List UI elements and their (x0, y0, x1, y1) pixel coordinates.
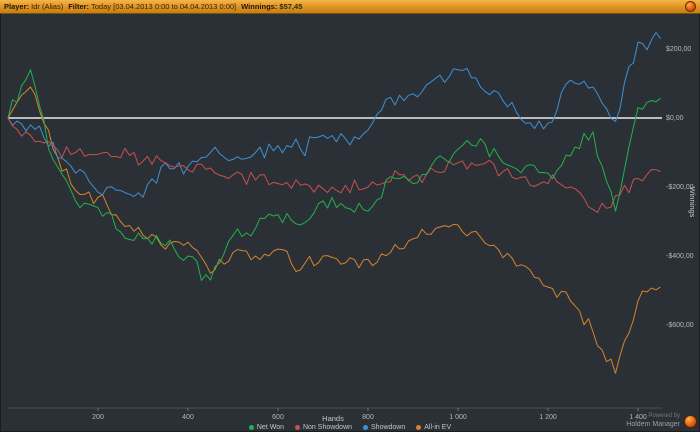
legend-item-all-in-ev[interactable]: All-in EV (416, 424, 451, 431)
player-label: Player: (4, 2, 30, 11)
winnings-info: Winnings: $57,45 (241, 2, 302, 11)
x-axis-title: Hands (322, 414, 344, 423)
series-line-showdown (7, 32, 661, 198)
filter-info: Filter: Today [03.04.2013 0:00 to 04.04.… (68, 2, 236, 11)
legend-label: Non Showdown (302, 423, 353, 431)
legend-label: All-in EV (424, 423, 452, 431)
winnings-chart[interactable]: Hands Winnings 200 400 600 800 1 000 1 200 1 4… (0, 12, 700, 432)
footer-text: Powered by Holdem Manager (626, 413, 680, 429)
player-value: Idr (Alias) (31, 2, 64, 11)
legend-item-showdown[interactable]: Showdown (363, 424, 405, 431)
x-tick-label: 800 (362, 414, 374, 421)
x-tick-label: 600 (272, 414, 284, 421)
status-bar: Player: Idr (Alias) Filter: Today [03.04… (0, 0, 700, 14)
filter-label: Filter: (68, 2, 90, 11)
legend-label: Showdown (371, 423, 406, 431)
powered-by-footer: Powered by Holdem Manager (626, 413, 697, 429)
x-tick-label: 1 200 (539, 414, 557, 421)
series-line-all-in-ev (7, 86, 661, 374)
series-line-net-won (7, 69, 661, 281)
legend-dot-icon (294, 424, 300, 430)
y-axis-title: Winnings (688, 187, 697, 218)
y-tick-label: -$200,00 (666, 184, 694, 191)
legend-dot-icon (416, 424, 422, 430)
chart-legend: Net Won Non Showdown Showdown All-in EV (0, 422, 700, 432)
app-icon[interactable] (685, 1, 696, 12)
legend-label: Net Won (256, 423, 284, 431)
y-tick-label: -$600,00 (666, 322, 694, 329)
series-line-non-showdown (7, 117, 661, 213)
legend-dot-icon (363, 424, 369, 430)
hm-logo-icon (684, 414, 697, 428)
x-tick-label: 1 400 (629, 414, 647, 421)
legend-item-net-won[interactable]: Net Won (248, 423, 284, 431)
winnings-value: $57,45 (279, 2, 303, 11)
y-tick-label: $200,00 (666, 46, 691, 53)
filter-value: Today [03.04.2013 0:00 to 04.04.2013 0:0… (91, 2, 237, 11)
powered-by-text: Powered by (648, 413, 680, 419)
brand-text: Holdem Manager (626, 420, 680, 428)
legend-item-non-showdown[interactable]: Non Showdown (294, 423, 353, 431)
x-tick-label: 200 (92, 414, 104, 421)
x-tick-label: 400 (182, 414, 194, 421)
legend-dot-icon (248, 424, 254, 430)
y-tick-label: $0,00 (666, 115, 684, 122)
winnings-label: Winnings: (241, 2, 278, 11)
player-info: Player: Idr (Alias) (4, 2, 63, 11)
y-tick-label: -$400,00 (666, 253, 694, 260)
x-tick-label: 1 000 (449, 414, 467, 421)
